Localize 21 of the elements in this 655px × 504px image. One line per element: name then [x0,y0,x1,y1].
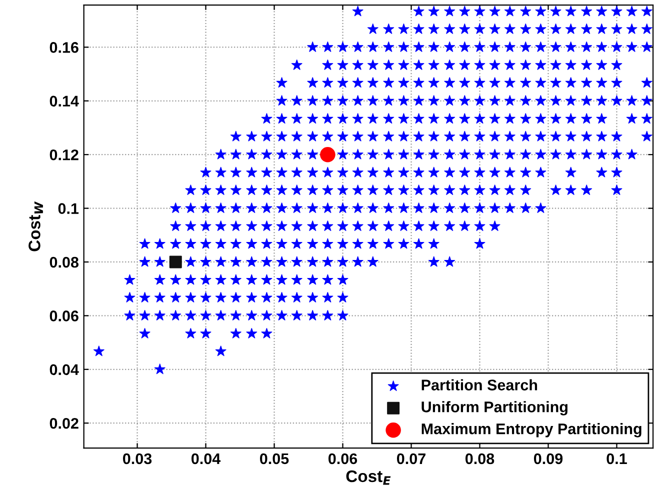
x-tick-label: 0.1 [606,453,627,464]
legend-label: Uniform Partitioning [422,401,568,416]
x-tick-label: 0.09 [534,453,563,464]
y-tick-label: 0.16 [50,42,78,53]
y-tick-label: 0.08 [50,256,79,268]
x-tick-label: 0.04 [192,453,221,464]
y-tick-label: 0.04 [50,364,79,376]
y-axis-title: Cost$_{W}$ [28,201,43,252]
x-tick-label: 0.08 [465,453,494,464]
y-tick-label: 0.12 [50,149,78,160]
legend-label: Maximum Entropy Partitioning [422,423,642,438]
y-tick-label: 0.06 [50,310,78,322]
y-tick-label: 0.1 [58,203,79,214]
x-tick-label: 0.03 [123,453,152,464]
legend-label: Partition Search [422,379,538,390]
x-tick-label: 0.07 [396,453,426,464]
y-tick-label: 0.14 [50,96,79,107]
x-axis-title: Cost$_{E}$ [346,470,391,485]
x-tick-label: 0.06 [328,453,358,464]
x-tick-label: 0.05 [260,453,289,464]
y-tick-label: 0.02 [50,418,78,429]
